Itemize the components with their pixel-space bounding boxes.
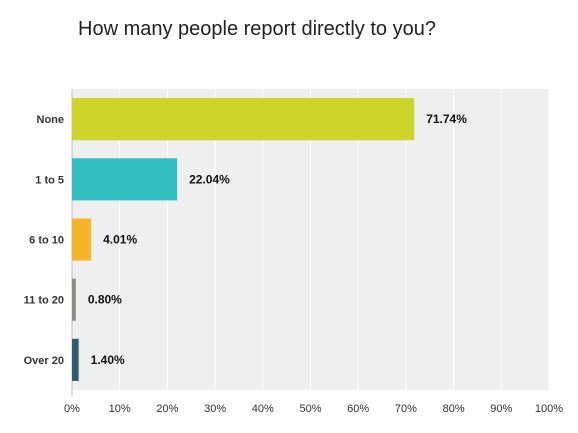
data-label: 4.01% (103, 233, 137, 247)
x-tick-label: 30% (204, 403, 226, 415)
x-tick-label: 90% (490, 403, 512, 415)
x-tick-label: 40% (252, 403, 274, 415)
data-label: 71.74% (426, 112, 467, 126)
x-tick-label: 80% (443, 403, 465, 415)
bar (72, 98, 415, 141)
category-label: None (37, 114, 65, 126)
labels: 0% 10% 20% 30% 40% 50% 60% 70% 80% 90% 100% None 71.… (24, 112, 564, 415)
x-tick-label: 20% (156, 403, 178, 415)
x-tick-label: 60% (347, 403, 369, 415)
bar (72, 218, 92, 261)
x-tick-label: 10% (109, 403, 131, 415)
category-label: Over 20 (24, 355, 64, 367)
bar (72, 158, 178, 201)
data-label: 22.04% (189, 172, 230, 186)
chart-title: How many people report directly to you? (78, 18, 436, 40)
bar (72, 338, 79, 381)
data-label: 0.80% (88, 293, 122, 307)
data-label: 1.40% (91, 353, 125, 367)
x-tick-label: 70% (395, 403, 417, 415)
bar (72, 278, 76, 321)
bars (72, 98, 415, 381)
category-label: 6 to 10 (29, 235, 64, 247)
category-label: 11 to 20 (24, 295, 64, 307)
x-tick-label: 50% (299, 403, 321, 415)
x-tick-label: 100% (535, 403, 563, 415)
category-label: 1 to 5 (35, 174, 64, 186)
x-tick-label: 0% (64, 403, 80, 415)
